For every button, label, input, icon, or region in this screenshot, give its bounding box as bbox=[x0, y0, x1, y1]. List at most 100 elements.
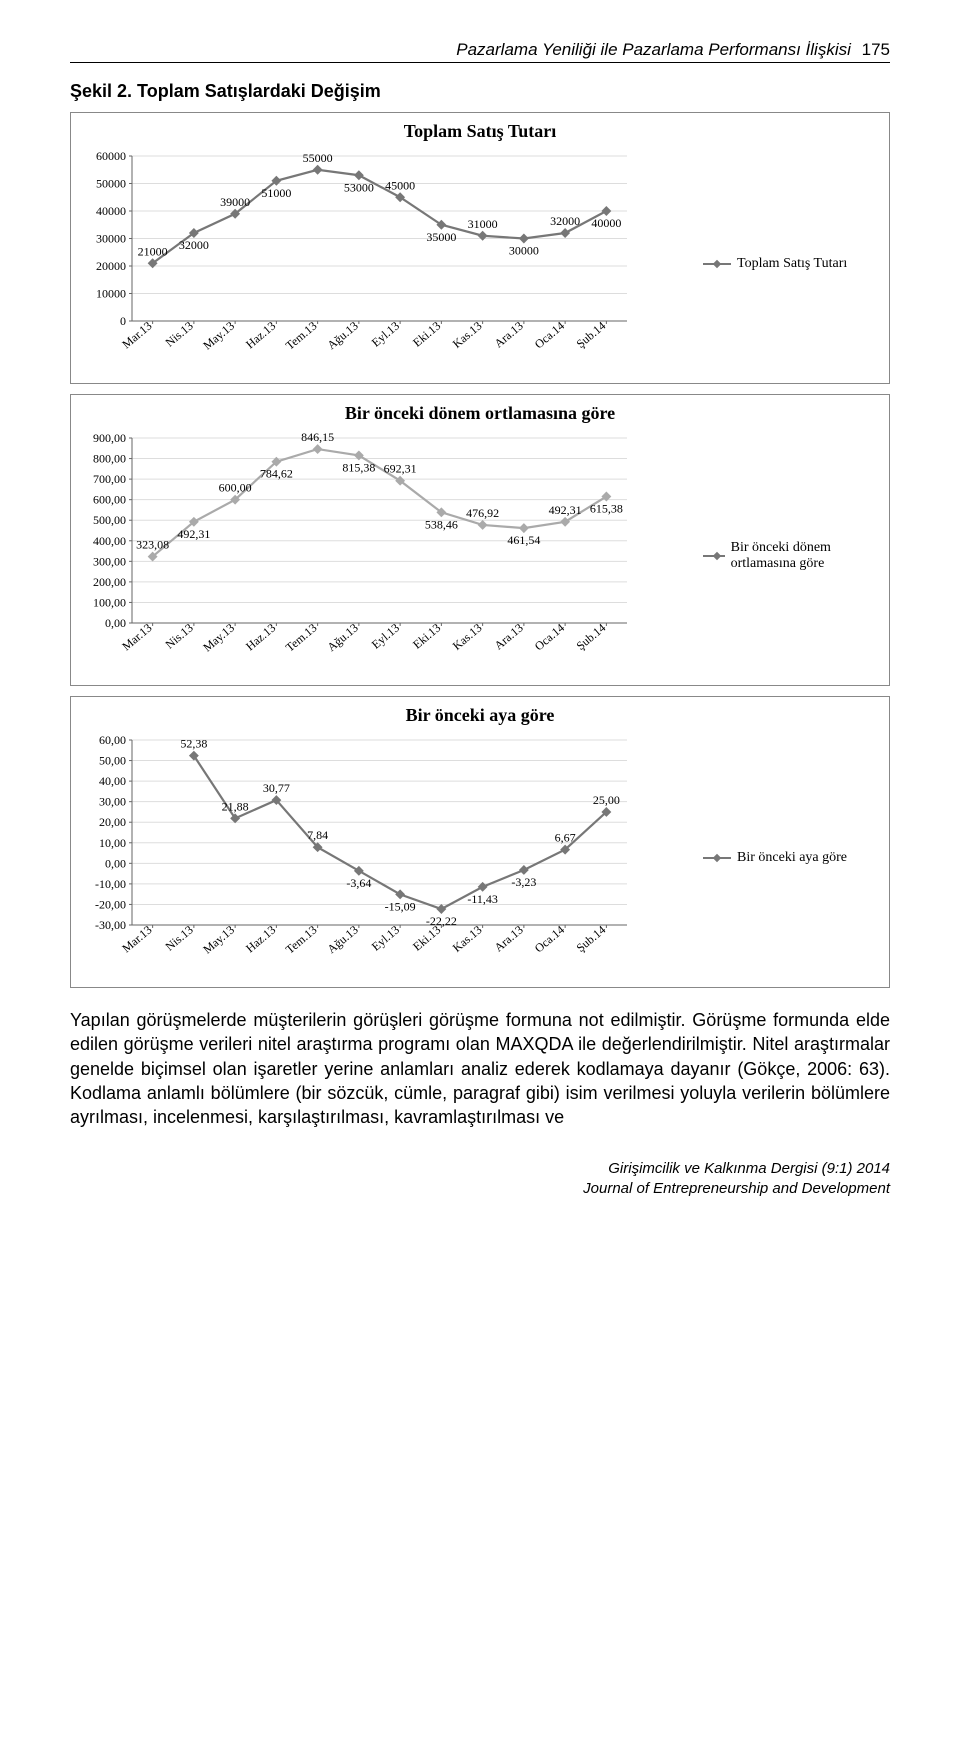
svg-text:692,31: 692,31 bbox=[384, 462, 417, 476]
svg-text:32000: 32000 bbox=[179, 238, 209, 252]
svg-text:492,31: 492,31 bbox=[177, 527, 210, 541]
svg-text:Haz.13: Haz.13 bbox=[243, 319, 278, 352]
svg-text:Kas.13: Kas.13 bbox=[450, 621, 485, 653]
legend-marker-icon bbox=[703, 263, 731, 265]
svg-text:Şub.14: Şub.14 bbox=[573, 923, 608, 955]
chart-svg: 0100002000030000400005000060000Mar.13Nis… bbox=[77, 146, 637, 376]
running-header: Pazarlama Yeniliği ile Pazarlama Perform… bbox=[70, 40, 890, 60]
footer-line-1: Girişimcilik ve Kalkınma Dergisi (9:1) 2… bbox=[70, 1159, 890, 1179]
svg-text:-22,22: -22,22 bbox=[426, 914, 457, 928]
svg-text:900,00: 900,00 bbox=[93, 431, 126, 445]
svg-text:Ağu.13: Ağu.13 bbox=[324, 621, 360, 655]
svg-text:25,00: 25,00 bbox=[593, 793, 620, 807]
svg-text:May.13: May.13 bbox=[200, 319, 237, 353]
svg-text:800,00: 800,00 bbox=[93, 452, 126, 466]
svg-text:492,31: 492,31 bbox=[549, 503, 582, 517]
legend-label: Toplam Satış Tutarı bbox=[737, 256, 847, 272]
svg-text:815,38: 815,38 bbox=[342, 460, 375, 474]
svg-text:Şub.14: Şub.14 bbox=[573, 319, 608, 351]
svg-text:Eki.13: Eki.13 bbox=[410, 319, 443, 350]
svg-text:-30,00: -30,00 bbox=[95, 918, 126, 932]
chart-svg: -30,00-20,00-10,000,0010,0020,0030,0040,… bbox=[77, 730, 637, 980]
chart-title: Bir önceki dönem ortlamasına göre bbox=[77, 403, 883, 424]
svg-text:323,08: 323,08 bbox=[136, 538, 169, 552]
svg-text:Ara.13: Ara.13 bbox=[492, 621, 526, 653]
svg-text:615,38: 615,38 bbox=[590, 502, 623, 516]
svg-text:200,00: 200,00 bbox=[93, 575, 126, 589]
chart-title: Bir önceki aya göre bbox=[77, 705, 883, 726]
svg-text:-10,00: -10,00 bbox=[95, 877, 126, 891]
svg-text:700,00: 700,00 bbox=[93, 472, 126, 486]
svg-text:30000: 30000 bbox=[509, 244, 539, 258]
svg-text:Eyl.13: Eyl.13 bbox=[369, 621, 402, 652]
svg-text:100,00: 100,00 bbox=[93, 595, 126, 609]
svg-text:30,00: 30,00 bbox=[99, 795, 126, 809]
svg-text:600,00: 600,00 bbox=[93, 493, 126, 507]
svg-text:461,54: 461,54 bbox=[507, 533, 540, 547]
legend-marker-icon bbox=[703, 555, 725, 557]
footer-line-2: Journal of Entrepreneurship and Developm… bbox=[70, 1179, 890, 1199]
svg-text:Haz.13: Haz.13 bbox=[243, 923, 278, 956]
svg-text:55000: 55000 bbox=[303, 151, 333, 165]
svg-text:500,00: 500,00 bbox=[93, 513, 126, 527]
legend: Toplam Satış Tutarı bbox=[699, 146, 883, 381]
svg-text:May.13: May.13 bbox=[200, 621, 237, 655]
svg-text:30000: 30000 bbox=[96, 232, 126, 246]
legend: Bir önceki aya göre bbox=[699, 730, 883, 985]
svg-text:Kas.13: Kas.13 bbox=[450, 319, 485, 351]
figure-caption: Şekil 2. Toplam Satışlardaki Değişim bbox=[70, 81, 890, 102]
svg-text:40,00: 40,00 bbox=[99, 774, 126, 788]
legend-label: Bir önceki aya göre bbox=[737, 850, 847, 866]
svg-text:7,84: 7,84 bbox=[307, 828, 328, 842]
svg-text:6,67: 6,67 bbox=[555, 831, 576, 845]
svg-text:476,92: 476,92 bbox=[466, 506, 499, 520]
svg-text:Nis.13: Nis.13 bbox=[163, 319, 196, 350]
svg-text:600,00: 600,00 bbox=[219, 481, 252, 495]
svg-text:35000: 35000 bbox=[426, 230, 456, 244]
svg-text:Tem.13: Tem.13 bbox=[283, 319, 320, 353]
svg-text:52,38: 52,38 bbox=[180, 737, 207, 751]
chart-total-sales: Toplam Satış Tutarı 01000020000300004000… bbox=[70, 112, 890, 384]
svg-text:Oca.14: Oca.14 bbox=[532, 923, 567, 956]
svg-text:39000: 39000 bbox=[220, 195, 250, 209]
svg-text:Nis.13: Nis.13 bbox=[163, 923, 196, 954]
running-title: Pazarlama Yeniliği ile Pazarlama Perform… bbox=[456, 40, 851, 59]
body-paragraph: Yapılan görüşmelerde müşterilerin görüşl… bbox=[70, 1008, 890, 1129]
legend: Bir önceki dönem ortlamasına göre bbox=[699, 428, 883, 683]
svg-text:32000: 32000 bbox=[550, 214, 580, 228]
svg-text:21000: 21000 bbox=[138, 244, 168, 258]
chart-svg: 0,00 100,00 200,00 300,00 400,00 500,00 600,00… bbox=[77, 428, 637, 678]
svg-text:51000: 51000 bbox=[261, 186, 291, 200]
header-rule bbox=[70, 62, 890, 63]
legend-marker-icon bbox=[703, 857, 731, 859]
svg-text:10,00: 10,00 bbox=[99, 836, 126, 850]
svg-text:0,00: 0,00 bbox=[105, 616, 126, 630]
svg-text:538,46: 538,46 bbox=[425, 517, 458, 531]
svg-text:Eyl.13: Eyl.13 bbox=[369, 923, 402, 954]
svg-text:May.13: May.13 bbox=[200, 923, 237, 957]
svg-text:Ara.13: Ara.13 bbox=[492, 923, 526, 955]
svg-text:0: 0 bbox=[120, 314, 126, 328]
svg-text:-15,09: -15,09 bbox=[385, 899, 416, 913]
chart-vs-prev-month: Bir önceki aya göre -30,00-20,00-10,000,… bbox=[70, 696, 890, 988]
svg-text:60000: 60000 bbox=[96, 149, 126, 163]
svg-text:300,00: 300,00 bbox=[93, 554, 126, 568]
svg-text:40000: 40000 bbox=[96, 204, 126, 218]
svg-text:20,00: 20,00 bbox=[99, 815, 126, 829]
svg-text:45000: 45000 bbox=[385, 178, 415, 192]
svg-text:Oca.14: Oca.14 bbox=[532, 621, 567, 654]
svg-text:20000: 20000 bbox=[96, 259, 126, 273]
svg-text:53000: 53000 bbox=[344, 180, 374, 194]
svg-text:400,00: 400,00 bbox=[93, 534, 126, 548]
svg-text:60,00: 60,00 bbox=[99, 733, 126, 747]
svg-text:Şub.14: Şub.14 bbox=[573, 621, 608, 653]
page-number: 175 bbox=[862, 40, 890, 59]
svg-text:Ağu.13: Ağu.13 bbox=[324, 923, 360, 957]
svg-text:0,00: 0,00 bbox=[105, 856, 126, 870]
svg-text:Tem.13: Tem.13 bbox=[283, 621, 320, 655]
svg-text:Tem.13: Tem.13 bbox=[283, 923, 320, 957]
svg-text:Oca.14: Oca.14 bbox=[532, 319, 567, 352]
svg-text:784,62: 784,62 bbox=[260, 467, 293, 481]
svg-text:-3,64: -3,64 bbox=[346, 876, 371, 890]
svg-text:50000: 50000 bbox=[96, 177, 126, 191]
